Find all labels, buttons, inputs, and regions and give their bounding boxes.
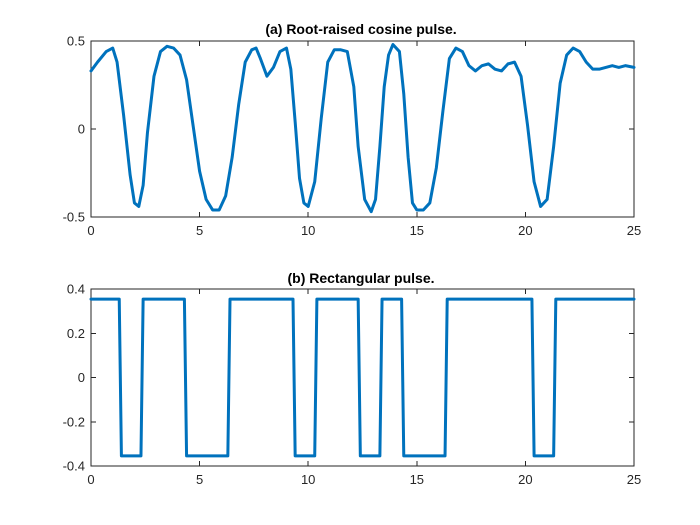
chart-b-y-tick-label: 0.4 — [67, 282, 85, 297]
chart-b-series-line — [89, 297, 636, 458]
chart-b-x-tick-label: 20 — [518, 472, 532, 487]
chart-a-x-tick-label: 10 — [301, 223, 315, 238]
chart-b-rectangular: (b) Rectangular pulse. 0 5 10 15 20 25 -0.4 -0.… — [63, 270, 642, 487]
chart-a-y-tick-label: 0.5 — [67, 34, 85, 49]
chart-b-x-tick-label: 10 — [301, 472, 315, 487]
chart-b-y-tick-label: -0.2 — [63, 414, 85, 429]
chart-b-y-tick-label: 0.2 — [67, 326, 85, 341]
chart-b-x-tick-label: 0 — [87, 472, 94, 487]
chart-a-y-tick-label: 0 — [78, 122, 85, 137]
chart-a-y-tick-label: -0.5 — [63, 210, 85, 225]
chart-a-title: (a) Root-raised cosine pulse. — [265, 21, 456, 37]
chart-a-x-tick-label: 20 — [518, 223, 532, 238]
chart-a-series-line — [89, 43, 636, 214]
chart-b-x-tick-label: 15 — [410, 472, 424, 487]
chart-a-root-raised-cosine: (a) Root-raised cosine pulse. 0 5 10 15 20 25… — [63, 21, 642, 238]
chart-a-x-tick-label: 0 — [87, 223, 94, 238]
chart-b-y-tick-label: -0.4 — [63, 459, 85, 474]
chart-a-x-tick-label: 15 — [410, 223, 424, 238]
chart-b-title: (b) Rectangular pulse. — [287, 270, 434, 286]
chart-b-x-tick-label: 25 — [627, 472, 641, 487]
chart-a-x-tick-label: 5 — [196, 223, 203, 238]
chart-b-y-tick-label: 0 — [78, 370, 85, 385]
chart-b-x-tick-label: 5 — [196, 472, 203, 487]
chart-a-x-tick-label: 25 — [627, 223, 641, 238]
